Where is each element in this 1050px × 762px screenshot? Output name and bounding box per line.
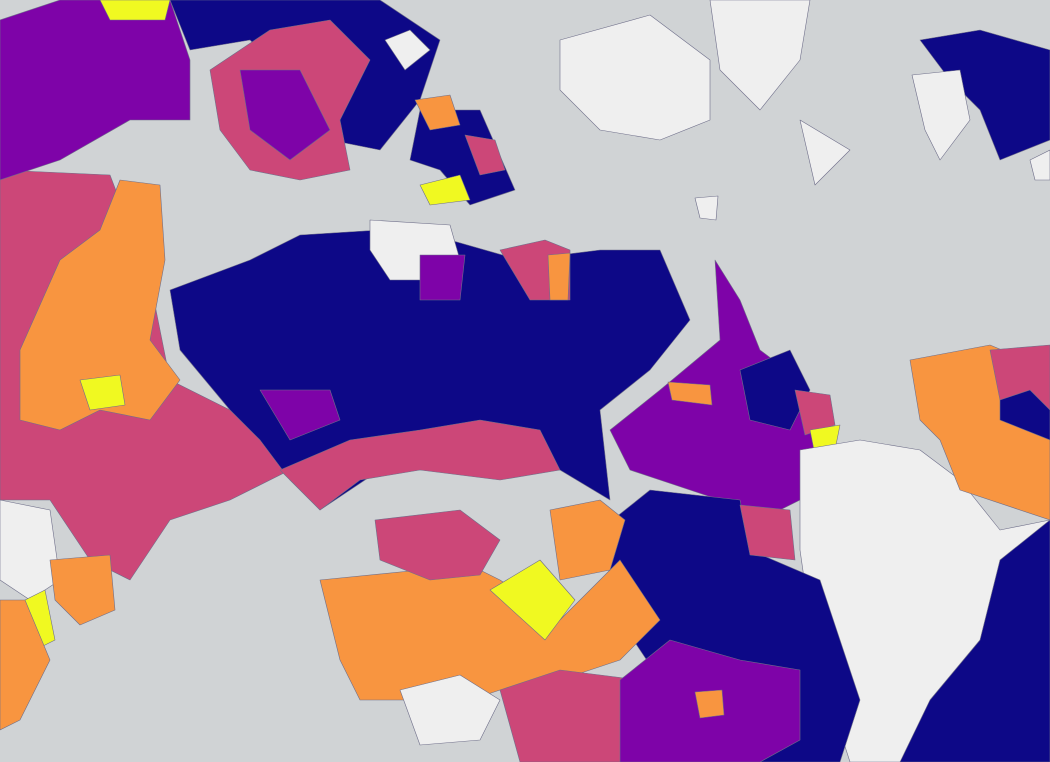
region: [559, 14, 711, 141]
region: [489, 559, 576, 641]
region: [259, 389, 341, 441]
region: [709, 0, 811, 111]
region: [409, 109, 516, 206]
region: [19, 179, 181, 431]
region: [374, 509, 501, 581]
region: [667, 381, 713, 406]
region: [549, 499, 626, 581]
region: [419, 174, 471, 206]
region: [384, 29, 431, 71]
region: [464, 134, 506, 176]
region: [279, 419, 561, 511]
region: [399, 674, 501, 746]
region: [49, 554, 116, 626]
region: [0, 0, 191, 181]
region: [414, 94, 461, 131]
region: [911, 69, 971, 161]
region: [1029, 149, 1050, 181]
region: [239, 69, 331, 161]
region: [0, 499, 61, 601]
region: [79, 374, 126, 411]
region: [999, 389, 1050, 441]
region: [794, 389, 836, 436]
region: [0, 599, 51, 731]
region: [694, 689, 725, 719]
region: [547, 252, 571, 301]
region: [739, 504, 796, 561]
region: [99, 0, 171, 21]
region: [899, 519, 1050, 762]
region: [694, 195, 719, 221]
region: [419, 254, 466, 301]
region: [799, 119, 851, 186]
